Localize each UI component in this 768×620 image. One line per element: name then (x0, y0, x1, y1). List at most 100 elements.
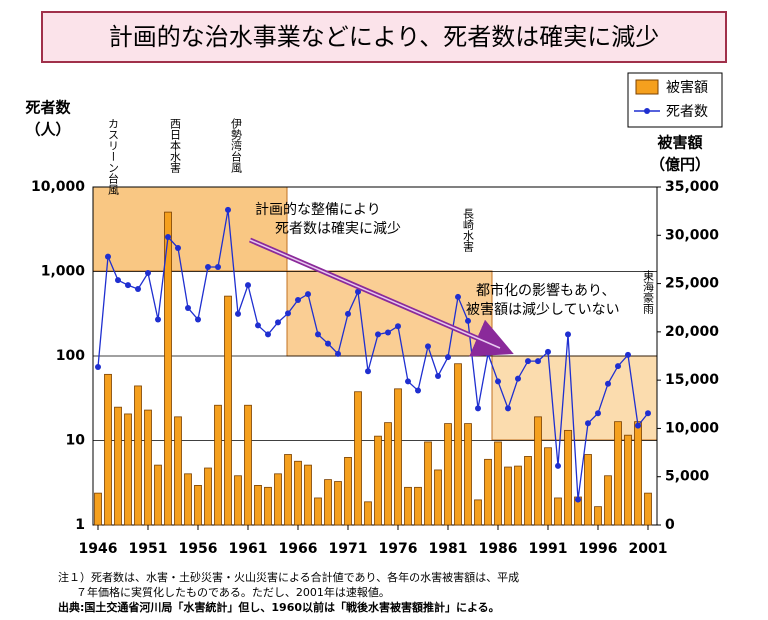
bar (114, 406, 122, 526)
callout: 計画的な整備により (255, 202, 381, 218)
annotation: 西日本水害 (169, 118, 182, 174)
bar (554, 497, 562, 526)
y2-tick-label: 10,000 (665, 420, 719, 436)
point (105, 253, 111, 260)
callout: 都市化の影響もあり、 (476, 282, 615, 299)
note: ７年価格に実質化したものである。ただし、2001年は速報値。 (76, 585, 390, 599)
point (555, 462, 561, 469)
bar (504, 466, 512, 526)
bar (624, 434, 632, 526)
bar (614, 421, 622, 526)
bar (274, 473, 282, 526)
bar (284, 454, 292, 526)
y2-tick-label: 5,000 (665, 469, 710, 485)
point (215, 264, 221, 271)
bar (94, 492, 102, 526)
y-axis-title: 死者数 (25, 99, 71, 117)
point (615, 363, 621, 370)
point (525, 358, 531, 365)
point (205, 264, 211, 271)
bar (314, 497, 322, 526)
point (595, 410, 601, 417)
x-tick-label: 1991 (529, 541, 568, 557)
point (315, 331, 321, 338)
y2-tick-label: 25,000 (665, 276, 719, 292)
bar (254, 485, 262, 526)
point (535, 358, 541, 365)
bar (184, 473, 192, 526)
note: 注１）死者数は、水害・土砂災害・火山災害による合計値であり、各年の水害被害額は、… (58, 570, 519, 584)
point (475, 405, 481, 412)
bar (634, 421, 642, 526)
point (425, 343, 431, 350)
bar (364, 501, 372, 526)
callout: 被害額は減少していない (466, 301, 620, 318)
point (225, 206, 231, 213)
bar (534, 416, 542, 526)
point (385, 329, 391, 336)
point (305, 291, 311, 298)
annotation: 東海豪雨 (642, 270, 655, 315)
point (325, 340, 331, 347)
bar (244, 404, 252, 526)
y2-axis-title: （億円） (650, 156, 710, 174)
bar (124, 413, 132, 526)
title-box (41, 11, 727, 63)
point (585, 420, 591, 427)
point (575, 496, 581, 503)
point (255, 322, 261, 329)
bar (584, 454, 592, 526)
point (265, 331, 271, 338)
bar (214, 404, 222, 526)
bar (174, 416, 182, 526)
bar (454, 363, 462, 526)
region (286, 270, 493, 357)
bar (194, 485, 202, 526)
legend-label: 被害額 (666, 80, 708, 96)
point (405, 378, 411, 385)
point (465, 317, 471, 324)
region (491, 355, 658, 441)
bar (594, 506, 602, 526)
bar (404, 486, 412, 526)
bar (134, 385, 142, 526)
bar (304, 464, 312, 526)
point (195, 316, 201, 323)
point (375, 331, 381, 338)
bar (384, 422, 392, 526)
y-tick-label: 1 (75, 517, 85, 533)
annotation: カスリーン台風 (107, 118, 120, 196)
bar (354, 391, 362, 526)
annotation: 長崎水害 (462, 208, 475, 253)
x-tick-label: 1946 (79, 541, 118, 557)
point (165, 234, 171, 241)
x-tick-label: 1951 (129, 541, 168, 557)
bar (514, 465, 522, 526)
bar (494, 441, 502, 526)
bar (474, 499, 482, 526)
bar (524, 456, 532, 526)
legend-swatch (644, 108, 650, 114)
trend-arrow (249, 239, 501, 349)
region (92, 186, 288, 272)
x-tick-label: 1976 (379, 541, 418, 557)
point (295, 296, 301, 303)
point (235, 310, 241, 317)
note: 出典:国土交通省河川局「水害統計」但し、1960以前は「戦後水害被害額推計」によ… (58, 600, 500, 614)
bar (294, 460, 302, 526)
y2-tick-label: 35,000 (665, 179, 719, 195)
x-tick-label: 2001 (629, 541, 668, 557)
point (345, 310, 351, 317)
bar (334, 481, 342, 526)
x-tick-label: 1966 (279, 541, 318, 557)
x-tick-label: 1971 (329, 541, 368, 557)
callout: 死者数は確実に減少 (275, 220, 401, 237)
bar (104, 373, 112, 526)
x-tick-label: 1961 (229, 541, 268, 557)
bar (464, 423, 472, 526)
bar (164, 211, 172, 526)
y-axis-title: （人） (25, 121, 70, 139)
y-tick-label: 10,000 (31, 179, 85, 195)
bar (374, 435, 382, 526)
